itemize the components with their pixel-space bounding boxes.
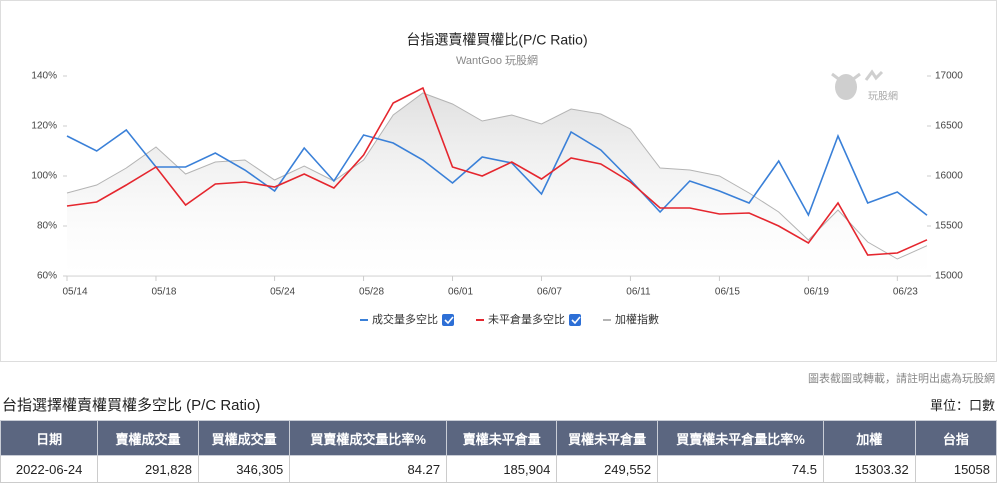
table-cell: 15303.32 xyxy=(823,455,916,483)
y-tick-label: 100% xyxy=(31,171,57,182)
x-tick-label: 05/28 xyxy=(359,287,384,298)
column-header: 賣權未平倉量 xyxy=(446,420,558,456)
unit-label: 單位：口數 xyxy=(929,398,995,413)
legend-checkbox[interactable] xyxy=(442,314,454,326)
column-header: 買權未平倉量 xyxy=(556,420,659,456)
y-tick-label: 140% xyxy=(31,71,57,82)
table-cell: 74.5 xyxy=(657,455,825,483)
column-header: 買賣權成交量比率% xyxy=(289,420,448,456)
y-tick-label: 120% xyxy=(31,121,57,132)
series-line xyxy=(66,128,928,217)
legend-label[interactable]: 成交量多空比 xyxy=(372,312,438,326)
data-table: 日期 賣權成交量 買權成交量 買賣權成交量比率% 賣權未平倉量 買權未平倉量 買賣權未平倉量… xyxy=(0,420,998,483)
x-tick-label: 06/23 xyxy=(893,287,918,298)
y2-tick-label: 16500 xyxy=(935,121,963,132)
legend-checkbox[interactable] xyxy=(569,314,581,326)
legend-item[interactable]: 未平倉量多空比 xyxy=(476,312,581,326)
series-line xyxy=(66,92,928,260)
index-area xyxy=(67,93,927,276)
legend-item[interactable]: 成交量多空比 xyxy=(360,312,454,326)
column-header: 台指 xyxy=(914,420,998,456)
table-cell: 291,828 xyxy=(97,455,199,483)
x-tick-label: 06/07 xyxy=(537,287,562,298)
legend-label[interactable]: 未平倉量多空比 xyxy=(488,312,565,326)
watermark: 玩股網 xyxy=(868,90,898,103)
column-header: 日期 xyxy=(0,420,99,456)
series-line xyxy=(66,86,928,256)
y2-tick-label: 17000 xyxy=(935,71,963,82)
x-tick-label: 06/19 xyxy=(804,287,829,298)
table-cell: 249,552 xyxy=(556,455,659,483)
y2-tick-label: 15500 xyxy=(935,221,963,232)
legend-label[interactable]: 加權指數 xyxy=(615,312,659,326)
table-cell: 185,904 xyxy=(446,455,558,483)
chart-title: 台指選賣權買權比(P/C Ratio) xyxy=(406,32,587,48)
chart: 台指選賣權買權比(P/C Ratio) WantGoo 玩股網 玩股網 60% 8… xyxy=(0,0,997,362)
checkmark[interactable] xyxy=(571,316,581,325)
header-row: 日期 賣權成交量 買權成交量 買賣權成交量比率% 賣權未平倉量 買權未平倉量 買賣權未平倉量… xyxy=(0,420,998,456)
x-tick-label: 06/11 xyxy=(626,287,651,298)
x-tick-label: 06/15 xyxy=(715,287,740,298)
x-tick-label: 05/24 xyxy=(270,287,295,298)
x-tick-label: 05/14 xyxy=(62,287,87,298)
y-tick-label: 80% xyxy=(37,221,57,232)
table-cell: 346,305 xyxy=(197,455,291,483)
column-header: 買權成交量 xyxy=(197,420,291,456)
y-tick-label: 60% xyxy=(37,271,57,282)
y2-tick-label: 16000 xyxy=(935,171,963,182)
x-tick-label: 06/01 xyxy=(448,287,473,298)
chart-subtitle: WantGoo 玩股網 xyxy=(456,53,538,67)
column-header: 加權 xyxy=(823,420,916,456)
y2-tick-label: 15000 xyxy=(935,271,963,282)
table-cell: 2022-06-24 xyxy=(0,455,99,483)
column-header: 賣權成交量 xyxy=(97,420,199,456)
watermark-icon xyxy=(831,69,884,100)
checkmark[interactable] xyxy=(444,316,454,325)
table-cell: 84.27 xyxy=(289,455,448,483)
table-cell: 15058 xyxy=(914,455,998,483)
note: 圖表截圖或轉載，請註明出處為玩股網 xyxy=(808,373,995,385)
column-header: 買賣權未平倉量比率% xyxy=(657,420,825,456)
table-title: 台指選擇權賣權買權多空比 (P/C Ratio) xyxy=(2,397,261,414)
legend-item[interactable]: 加權指數 xyxy=(603,312,659,326)
x-tick-label: 05/18 xyxy=(151,287,176,298)
table-row: 2022-06-24 291,828 346,305 84.27 185,904 249,… xyxy=(0,455,998,483)
table-body: 2022-06-24 291,828 346,305 84.27 185,904 249,… xyxy=(0,455,998,483)
